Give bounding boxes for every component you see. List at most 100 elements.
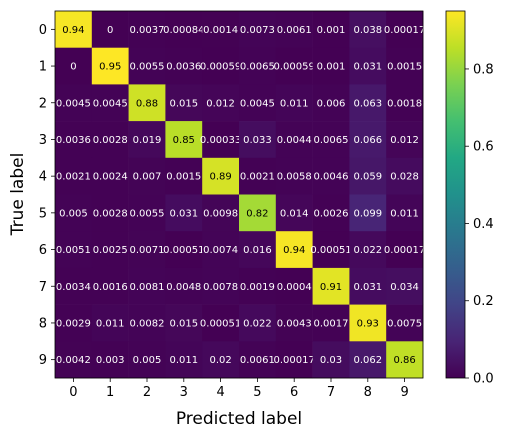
heatmap-cell: [55, 267, 93, 305]
cell-value-label: 0: [107, 25, 113, 36]
x-axis-ticks: 0 1 2 3 4 5 6 7 8 9: [69, 378, 409, 400]
cell-value-label: 0.00017: [384, 245, 425, 256]
y-tick-label: 0: [39, 23, 47, 38]
heatmap-cell: [312, 194, 350, 232]
cell-value-label: 0.0045: [240, 98, 275, 109]
cell-value-label: 0.86: [393, 355, 415, 366]
cell-value-label: 0.006: [317, 98, 346, 109]
heatmap-cell: [386, 11, 424, 48]
heatmap-cell: [91, 231, 129, 269]
cell-value-label: 0.0075: [387, 318, 422, 329]
heatmap-cell: [239, 11, 277, 48]
heatmap-cell: [386, 84, 424, 122]
heatmap-cell: [386, 341, 424, 379]
x-tick-label: 6: [290, 385, 298, 400]
cell-value-label: 0.007: [133, 172, 162, 183]
cell-value-label: 0.00059: [274, 62, 315, 73]
cell-value-label: 0.02: [209, 355, 231, 366]
heatmap-cell: [165, 267, 203, 305]
y-axis-ticks: 0 1 2 3 4 5 6 7 8 9: [39, 23, 55, 368]
cell-value-label: 0.0028: [93, 135, 128, 146]
heatmap-cell: [55, 231, 93, 269]
cell-value-label: 0.0051: [56, 245, 91, 256]
heatmap-cell: [165, 84, 203, 122]
heatmap-cell: [202, 231, 240, 269]
heatmap-cell: [312, 304, 350, 342]
heatmap-cell: [91, 11, 129, 48]
y-axis-label: True label: [8, 153, 28, 237]
heatmap-cell: [55, 157, 93, 195]
heatmap-cell: [312, 47, 350, 85]
cell-value-label: 0.0071: [130, 245, 165, 256]
heatmap-cell: [275, 121, 313, 159]
heatmap-cell: [202, 157, 240, 195]
heatmap-cell: [128, 11, 166, 48]
heatmap-cell: [349, 304, 387, 342]
heatmap-cell: [239, 231, 277, 269]
heatmap-cell: [202, 121, 240, 159]
heatmap-cell: [349, 194, 387, 232]
heatmap-cell: [275, 84, 313, 122]
cell-value-label: 0.0024: [93, 172, 128, 183]
cell-value-label: 0.0055: [130, 208, 165, 219]
heatmap-cell: [91, 194, 129, 232]
heatmap-cell: [55, 121, 93, 159]
cell-value-label: 0.011: [390, 208, 419, 219]
y-tick-label: 8: [39, 316, 47, 331]
heatmap-cell: [165, 11, 203, 48]
heatmap-cell: [275, 47, 313, 85]
heatmap-cell: [239, 157, 277, 195]
heatmap-cell: [55, 11, 93, 48]
y-tick-label: 2: [39, 96, 47, 111]
colorbar-tick-label: 0.6: [473, 140, 494, 155]
cell-value-label: 0.0078: [203, 282, 238, 293]
heatmap-cell: [55, 304, 93, 342]
heatmap-cell: [239, 47, 277, 85]
cell-value-label: 0.022: [243, 318, 272, 329]
cell-value-label: 0.91: [320, 282, 342, 293]
heatmap-cell: [55, 47, 93, 85]
x-tick-label: 8: [364, 385, 372, 400]
heatmap-cell: [202, 304, 240, 342]
cell-value-label: 0.00084: [163, 25, 204, 36]
cell-value-label: 0.0048: [166, 282, 201, 293]
colorbar-tick-label: 0.4: [473, 217, 494, 232]
heatmap-cell: [91, 267, 129, 305]
heatmap-cell: [386, 157, 424, 195]
cell-value-label: 0.0021: [240, 172, 275, 183]
heatmap-cell: [275, 341, 313, 379]
cell-value-label: 0.0036: [166, 62, 201, 73]
cell-value-label: 0.0042: [56, 355, 91, 366]
cell-value-label: 0.93: [357, 318, 379, 329]
cell-value-label: 0.063: [353, 98, 382, 109]
heatmap-cell: [55, 194, 93, 232]
cell-value-label: 0.0034: [56, 282, 91, 293]
heatmap-cell: [312, 231, 350, 269]
heatmap-cell: [91, 304, 129, 342]
cell-value-label: 0.0016: [93, 282, 128, 293]
cell-value-label: 0.0065: [240, 62, 275, 73]
cell-value-label: 0.038: [353, 25, 382, 36]
cell-value-label: 0.005: [59, 208, 88, 219]
heatmap-cell: [202, 47, 240, 85]
heatmap-cell: [349, 121, 387, 159]
heatmap-cell: [202, 11, 240, 48]
cell-value-label: 0.015: [169, 98, 198, 109]
x-tick-label: 4: [216, 385, 224, 400]
cell-value-label: 0.099: [353, 208, 382, 219]
cell-value-label: 0.0098: [203, 208, 238, 219]
cell-value-label: 0.00051: [310, 245, 351, 256]
colorbar-tick-label: 0.2: [473, 294, 494, 309]
cell-value-label: 0.00051: [163, 245, 204, 256]
heatmap-cell: [239, 194, 277, 232]
plot-frame: [54, 10, 424, 379]
cell-value-label: 0.011: [169, 355, 198, 366]
cell-value-label: 0.012: [206, 98, 235, 109]
cell-value-label: 0.0018: [387, 98, 422, 109]
cell-value-label: 0.00059: [200, 62, 241, 73]
heatmap-cell: [128, 304, 166, 342]
cell-value-label: 0.0043: [277, 318, 312, 329]
heatmap-cell: [128, 341, 166, 379]
